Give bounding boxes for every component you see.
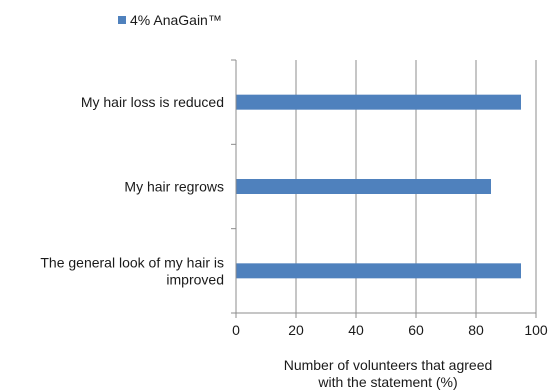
x-tick-label: 0 <box>232 322 240 338</box>
x-tick-label: 20 <box>288 322 304 338</box>
category-label: My hair regrows <box>124 179 224 195</box>
x-axis-title: Number of volunteers that agreed with the… <box>284 357 493 390</box>
tick-labels: 0 20 40 60 80 100 <box>232 322 548 338</box>
bar <box>236 94 521 110</box>
bar <box>236 179 491 194</box>
legend: 4% AnaGain™ <box>118 12 222 28</box>
bar <box>236 263 521 279</box>
category-label: My hair loss is reduced <box>81 94 224 110</box>
x-axis-label: Number of volunteers that agreed with the… <box>284 357 493 390</box>
category-labels: My hair loss is reduced My hair regrows Th… <box>40 94 224 287</box>
category-label: The general look of my hair is improved <box>40 254 224 287</box>
x-tick-label: 40 <box>348 322 364 338</box>
bars <box>236 94 521 279</box>
legend-swatch <box>118 16 126 24</box>
x-tick-label: 100 <box>524 322 548 338</box>
x-tick-label: 60 <box>408 322 424 338</box>
axes <box>231 59 537 318</box>
legend-label: 4% AnaGain™ <box>130 12 222 28</box>
x-tick-label: 80 <box>468 322 484 338</box>
